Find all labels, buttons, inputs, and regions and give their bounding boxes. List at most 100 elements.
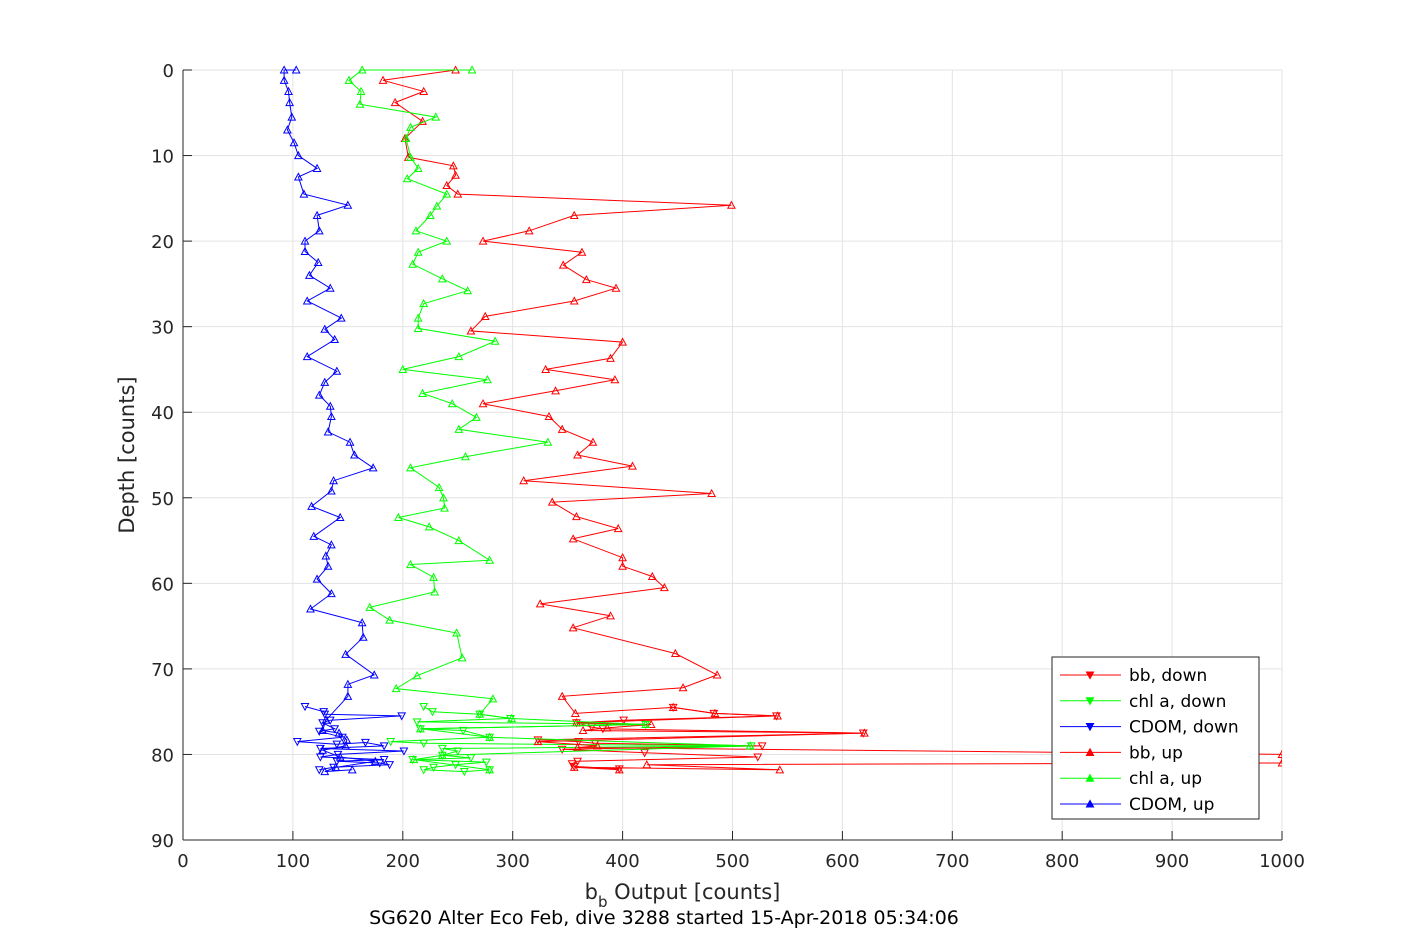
series-line [382,69,1282,771]
legend-marker [1085,747,1095,756]
data-point [419,766,429,775]
data-point [592,741,602,750]
axes [182,69,1283,841]
series-line [390,706,752,773]
data-point [391,683,401,693]
data-point [320,710,330,719]
data-point [453,747,463,756]
legend-label: CDOM, down [1129,718,1239,738]
data-point [533,736,543,746]
data-point [379,742,389,751]
series-line [537,706,864,770]
legend: bb, down chl a, down CDOM, down bb, up chl a… [1051,656,1260,820]
series-line [348,69,751,771]
data-point [282,125,292,134]
data-point [710,708,720,717]
data-point [413,163,423,172]
legend-label: chl a, down [1129,692,1226,712]
data-point [279,75,289,84]
x-tick-label: 0 [177,851,188,872]
data-point [610,375,620,384]
data-point [557,691,567,700]
data-point [619,716,629,725]
data-point [406,152,415,161]
data-point [757,742,767,751]
legend-box [1051,656,1260,820]
data-point [350,450,359,459]
data-point [558,260,568,269]
data-point [331,762,341,771]
data-point [314,390,324,399]
y-tick-label: 10 [151,147,174,168]
legend-marker [1085,723,1095,732]
data-point [335,752,345,761]
data-point [581,274,591,284]
data-point [618,553,628,562]
data-point [419,702,429,712]
data-point [454,424,464,433]
data-point [430,587,440,596]
x-axis-label: bb Output [counts] [585,880,781,911]
data-point [320,766,330,776]
data-point [485,732,495,741]
data-point [543,437,553,446]
series-line [297,706,404,771]
data-point [485,555,495,564]
data-point [481,758,491,767]
data-point [707,488,717,498]
data-point [569,210,579,220]
data-point [415,724,425,733]
data-point [1277,749,1282,759]
data-point [304,270,314,279]
data-point [467,65,477,74]
y-tick-label: 0 [163,61,174,82]
data-point [428,708,437,717]
data-point [419,298,429,308]
data-point [368,463,378,472]
data-point [454,535,464,545]
data-point [291,65,301,74]
data-point [315,744,325,754]
data-point [574,738,584,747]
data-point [569,762,579,771]
data-point [343,679,353,688]
data-point [471,412,481,421]
data-point [451,170,460,179]
data-point [332,740,342,749]
data-point [454,351,464,361]
legend-marker [1085,697,1095,706]
x-tick-label: 700 [935,851,969,872]
data-point [344,75,354,84]
legend-label: bb, down [1129,666,1207,686]
data-point [302,296,312,305]
data-point [307,501,317,510]
legend-marker [1085,773,1095,782]
x-tick-label: 200 [386,851,420,872]
data-point [413,323,423,332]
data-point [325,401,335,410]
data-point [369,670,379,679]
data-point [325,283,335,292]
data-point [360,738,370,748]
data-point [439,493,448,502]
data-point [678,683,688,692]
data-point [314,727,324,736]
data-point [613,523,623,533]
data-point [326,588,336,598]
data-point [419,739,429,748]
data-point [341,649,351,658]
data-point [535,599,545,608]
data-point [408,259,418,268]
data-point [312,163,322,172]
data-point [424,522,434,531]
data-point [570,708,580,717]
data-point [478,399,488,408]
data-point [329,476,339,485]
data-point [745,741,755,750]
data-point [418,116,428,125]
data-point [519,476,529,485]
data-point [313,257,323,267]
data-point [401,133,411,143]
data-point [309,531,319,540]
data-point [302,351,312,361]
